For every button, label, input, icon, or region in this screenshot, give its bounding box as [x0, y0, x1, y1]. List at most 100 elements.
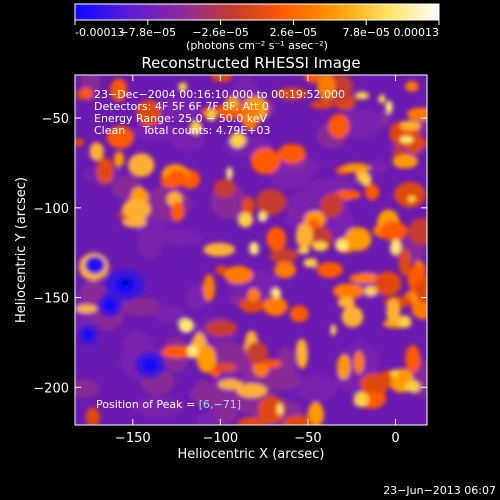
heatmap-blob	[404, 381, 421, 393]
heatmap-blob	[408, 218, 427, 246]
heatmap-blob	[213, 179, 236, 198]
heatmap-blob	[277, 143, 306, 164]
heatmap-blob	[400, 120, 421, 131]
heatmap-blob	[405, 80, 419, 92]
colorbar-ticks	[74, 20, 440, 25]
colorbar-tick-label: 0.00013	[394, 26, 440, 39]
heatmap-blob	[328, 113, 350, 139]
heatmap-blob	[359, 172, 372, 187]
heatmap-minimum-pixel	[123, 280, 128, 285]
colorbar	[74, 3, 440, 21]
heatmap-blob	[119, 297, 162, 316]
heatmap-blob	[398, 249, 411, 276]
heatmap-blob	[189, 120, 202, 134]
heatmap-blob	[307, 401, 324, 425]
heatmap-blob	[269, 247, 298, 264]
heatmap-blob	[76, 304, 98, 313]
heatmap-blob	[335, 239, 349, 252]
heatmap-blob	[133, 395, 185, 418]
heatmap-blob	[406, 107, 427, 121]
colorbar-units-label: (photons cm⁻² s⁻¹ asec⁻²)	[186, 39, 328, 52]
heatmap-blob	[75, 138, 84, 147]
heatmap-blob	[202, 274, 215, 302]
heatmap-blob	[354, 91, 369, 100]
heatmap-blob	[187, 345, 199, 358]
heatmap-blob	[237, 212, 253, 228]
heatmap-blob	[225, 96, 240, 110]
peak-position-value: [6,−71]	[199, 398, 241, 411]
heatmap-blob	[353, 351, 365, 374]
heatmap-blob	[304, 75, 322, 83]
heatmap-image	[75, 75, 427, 425]
heatmap-blob	[189, 387, 222, 402]
heatmap-blob	[303, 258, 316, 268]
heatmap-blob	[271, 288, 282, 299]
heatmap-blob	[353, 392, 369, 408]
heatmap-blob	[113, 151, 124, 168]
heatmap-blob	[390, 239, 401, 255]
y-tick-label: −50	[42, 112, 69, 127]
heatmap-blob	[158, 229, 204, 246]
heatmap-blob	[83, 330, 93, 340]
heatmap-blob	[122, 198, 151, 220]
heatmap-blob	[262, 359, 282, 369]
heatmap-blob	[312, 241, 328, 251]
heatmap-blob	[294, 374, 339, 401]
heatmap-blob	[310, 100, 335, 109]
heatmap-blob	[385, 100, 393, 115]
heatmap-blob	[297, 247, 310, 254]
heatmap-blob	[332, 283, 364, 299]
plot-frame	[74, 74, 428, 426]
heatmap-blob	[142, 358, 158, 372]
heatmap-blob	[349, 273, 380, 284]
heatmap-blob	[229, 132, 246, 148]
heatmap-blob	[341, 306, 364, 328]
heatmap-blob	[104, 299, 116, 311]
heatmap-blob	[330, 324, 337, 336]
heatmap-blob	[90, 260, 100, 270]
heatmap-blob	[336, 354, 351, 380]
colorbar-tick-label: −2.6e−05	[192, 26, 249, 39]
heatmap-blob	[386, 298, 401, 325]
heatmap-blob	[378, 94, 386, 104]
heatmap-blob	[208, 363, 238, 372]
x-tick-label: −50	[294, 431, 321, 446]
heatmap-blob	[128, 153, 155, 177]
heatmap-blob	[295, 223, 314, 250]
heatmap-blob	[242, 196, 255, 217]
heatmap-blob	[379, 221, 408, 241]
heatmap-blob	[309, 178, 357, 191]
heatmap-blob	[107, 125, 134, 149]
heatmap-blob	[263, 296, 288, 316]
heatmap-blob	[246, 341, 268, 365]
heatmap-blob	[256, 368, 301, 391]
heatmap-blob	[274, 261, 296, 279]
heatmap-blob	[185, 284, 208, 311]
annotation-detectors: Detectors: 4F 5F 6F 7F 8F, Att 0	[94, 100, 269, 113]
heatmap-blob	[257, 211, 268, 222]
heatmap-blob	[242, 102, 259, 131]
heatmap-blob	[374, 271, 402, 296]
heatmap-blob	[110, 78, 127, 102]
heatmap-blob	[239, 297, 264, 313]
y-tick-label: −100	[33, 202, 69, 217]
heatmap-blob	[89, 142, 104, 162]
x-tick-label: −150	[115, 431, 151, 446]
heatmap-blob	[390, 370, 399, 378]
y-tick-label: −200	[33, 381, 69, 396]
peak-position-annotation: Position of Peak = [6,−71]	[96, 398, 241, 411]
heatmap-blob	[218, 379, 243, 390]
heatmap-blob	[414, 278, 427, 304]
annotation-clean-counts: Clean Total counts: 4.79E+03	[94, 124, 271, 137]
heatmap-blob	[203, 242, 236, 257]
heatmap-blob	[316, 261, 343, 278]
colorbar-tick-label: -0.00013	[75, 26, 124, 39]
heatmap-blob	[392, 154, 418, 169]
heatmap-blob	[250, 147, 281, 175]
heatmap-blob	[206, 108, 217, 122]
heatmap-blob	[226, 166, 233, 180]
heatmap-blob	[320, 193, 344, 218]
heatmap-blob	[161, 345, 193, 358]
heatmap-blob	[269, 168, 312, 189]
colorbar-tick-labels: -0.00013−7.8e−05 −2.6e−05 2.6e−05 7.8e−05 0.…	[75, 26, 439, 39]
